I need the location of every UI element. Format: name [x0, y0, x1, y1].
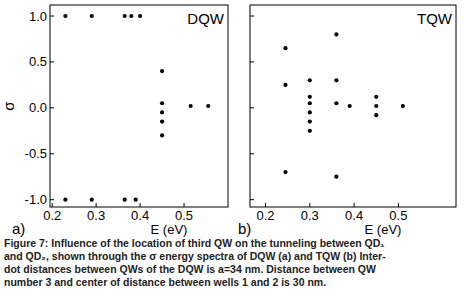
point	[189, 104, 193, 108]
y-tick	[250, 61, 254, 62]
x-tick-label: 0.2	[43, 208, 61, 223]
point	[123, 198, 127, 202]
point	[160, 101, 164, 105]
x-tick	[96, 203, 97, 207]
point	[334, 101, 338, 105]
panel-label: a)	[12, 220, 25, 237]
point	[401, 104, 405, 108]
point	[283, 46, 287, 50]
y-tick	[50, 199, 54, 200]
y-axis-label: σ	[0, 101, 17, 111]
figure: 0.2 0.3 0.4 0.5 1.0 0.5 0.0 -0.5 -1.0 DQW E (eV) σ a…	[0, 0, 464, 294]
point	[334, 32, 338, 36]
point	[283, 170, 287, 174]
point	[134, 198, 138, 202]
x-tick	[52, 203, 53, 207]
x-tick	[265, 203, 266, 207]
y-tick	[250, 16, 254, 17]
panel-label: b)	[238, 220, 251, 237]
point	[129, 14, 133, 18]
x-tick	[184, 203, 185, 207]
point	[308, 78, 312, 82]
y-tick	[50, 16, 54, 17]
x-tick-label: 0.3	[301, 208, 319, 223]
point	[138, 14, 142, 18]
plot-frame	[250, 5, 456, 207]
x-tick	[354, 203, 355, 207]
point	[63, 198, 67, 202]
point	[160, 120, 164, 124]
point	[308, 95, 312, 99]
y-tick-label: 0.0	[29, 100, 47, 115]
x-tick-label: 0.5	[389, 208, 407, 223]
caption-line: and QD₂, shown through the σ energy spec…	[4, 250, 386, 262]
caption: Figure 7:Influence of the location of th…	[4, 237, 386, 288]
y-tick	[250, 107, 254, 108]
plot-frame	[50, 5, 228, 207]
point	[206, 104, 210, 108]
x-tick	[398, 203, 399, 207]
point	[308, 120, 312, 124]
caption-line: Influence of the location of third QW on…	[51, 237, 384, 249]
point	[160, 110, 164, 114]
point	[90, 14, 94, 18]
point	[90, 198, 94, 202]
y-tick-label: -1.0	[25, 192, 47, 207]
point	[334, 175, 338, 179]
point	[160, 133, 164, 137]
y-tick-label: 1.0	[29, 9, 47, 24]
x-tick-label: 0.5	[175, 208, 193, 223]
y-tick	[250, 199, 254, 200]
marks	[283, 32, 405, 179]
caption-line: number 3 and center of distance between …	[4, 276, 326, 288]
caption-label: Figure 7:	[4, 237, 48, 249]
marks	[63, 14, 210, 202]
point	[283, 83, 287, 87]
point	[123, 14, 127, 18]
x-axis-label: E (eV)	[151, 222, 188, 237]
panel-title: TQW	[417, 10, 453, 27]
x-tick-label: 0.2	[256, 208, 274, 223]
y-tick	[50, 107, 54, 108]
x-tick-label: 0.4	[345, 208, 363, 223]
x-tick-label: 0.4	[131, 208, 149, 223]
x-axis-label: E (eV)	[365, 222, 402, 237]
point	[348, 104, 352, 108]
point	[160, 69, 164, 73]
panel-title: DQW	[187, 10, 225, 27]
point	[374, 113, 378, 117]
y-tick-label: -0.5	[25, 146, 47, 161]
y-tick	[50, 61, 54, 62]
panel: 0.2 0.3 0.4 0.5 TQW E (eV) b)	[238, 5, 456, 237]
point	[63, 14, 67, 18]
y-tick	[250, 153, 254, 154]
point	[334, 78, 338, 82]
panel: 0.2 0.3 0.4 0.5 1.0 0.5 0.0 -0.5 -1.0 DQW E (eV) σ a…	[0, 5, 228, 237]
point	[374, 95, 378, 99]
x-tick	[140, 203, 141, 207]
point	[374, 104, 378, 108]
x-tick	[309, 203, 310, 207]
point	[308, 129, 312, 133]
caption-line: dot distances between QWs of the DQW is …	[4, 263, 376, 275]
x-tick-label: 0.3	[87, 208, 105, 223]
y-tick	[50, 153, 54, 154]
y-tick-label: 0.5	[29, 54, 47, 69]
point	[308, 110, 312, 114]
point	[308, 101, 312, 105]
